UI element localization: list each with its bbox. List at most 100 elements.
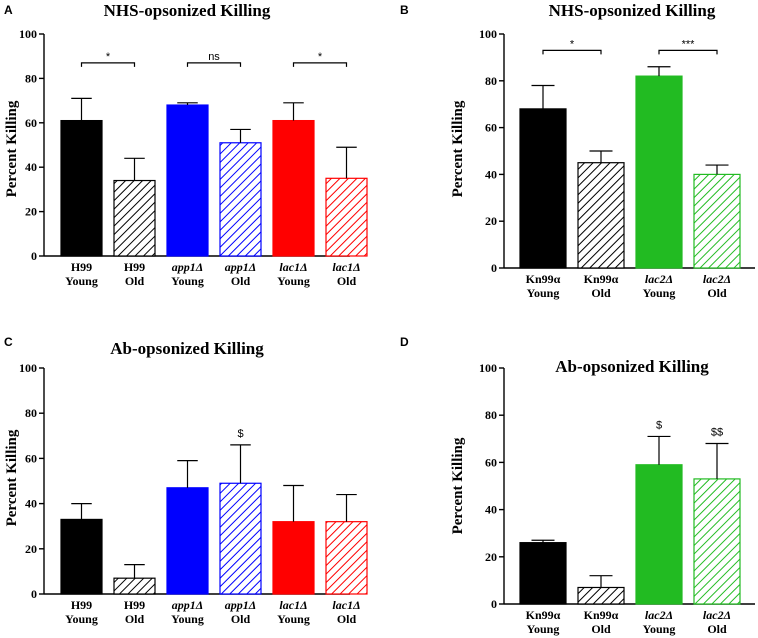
bar-annotation: $$ <box>711 427 723 439</box>
category-label: lac2Δ <box>703 608 731 622</box>
bar <box>635 75 683 269</box>
category-sublabel: Old <box>591 622 611 636</box>
y-tick-label: 40 <box>25 497 37 511</box>
significance-bracket <box>186 62 242 67</box>
panel-d: D Ab-opsonized Killing Percent Killing 0… <box>400 335 755 636</box>
panel-b-plot: 020406080100Kn99αYoungKn99αOldlac2ΔYoung… <box>479 27 755 300</box>
significance-bracket <box>658 49 718 55</box>
category-sublabel: Young <box>65 612 98 626</box>
y-tick-label: 0 <box>31 587 37 601</box>
category-label: lac1Δ <box>279 260 307 274</box>
category-label: app1Δ <box>172 598 204 612</box>
category-sublabel: Young <box>527 286 560 300</box>
panel-c-title: Ab-opsonized Killing <box>110 339 264 358</box>
category-label: H99 <box>71 260 92 274</box>
panel-c-letter: C <box>4 335 13 349</box>
y-tick-label: 80 <box>25 406 37 420</box>
bar <box>219 482 262 595</box>
y-tick-label: 20 <box>485 214 497 228</box>
bar <box>166 487 209 595</box>
y-tick-label: 60 <box>25 451 37 465</box>
y-tick-label: 80 <box>25 71 37 85</box>
bar <box>693 478 741 605</box>
category-label: lac1Δ <box>279 598 307 612</box>
y-tick-label: 60 <box>485 121 497 135</box>
bar-annotation: $ <box>656 419 662 431</box>
panel-b-ylabel: Percent Killing <box>450 100 466 197</box>
y-tick-label: 100 <box>19 361 37 375</box>
bar <box>325 521 368 595</box>
category-sublabel: Old <box>707 286 727 300</box>
significance-label: *** <box>682 38 696 50</box>
category-label: app1Δ <box>225 598 257 612</box>
y-tick-label: 20 <box>485 550 497 564</box>
y-tick-label: 20 <box>25 205 37 219</box>
category-label: H99 <box>124 598 145 612</box>
category-label: lac1Δ <box>332 260 360 274</box>
bar <box>60 119 103 257</box>
panel-d-letter: D <box>400 335 409 349</box>
panel-b-title: NHS-opsonized Killing <box>549 1 716 20</box>
panel-d-title: Ab-opsonized Killing <box>555 357 709 376</box>
category-sublabel: Old <box>337 274 357 288</box>
bar <box>272 119 315 257</box>
significance-label: * <box>570 38 575 50</box>
y-tick-label: 60 <box>485 455 497 469</box>
bar <box>60 518 103 595</box>
category-sublabel: Old <box>125 612 145 626</box>
category-label: lac2Δ <box>703 272 731 286</box>
category-sublabel: Young <box>171 612 204 626</box>
category-sublabel: Old <box>125 274 145 288</box>
y-tick-label: 20 <box>25 542 37 556</box>
category-label: Kn99α <box>584 608 619 622</box>
bar <box>519 108 567 269</box>
bar <box>693 173 741 269</box>
category-sublabel: Young <box>65 274 98 288</box>
bar <box>635 464 683 605</box>
bar <box>577 586 625 605</box>
category-sublabel: Old <box>707 622 727 636</box>
y-tick-label: 0 <box>31 249 37 263</box>
bar <box>166 104 209 257</box>
category-sublabel: Old <box>591 286 611 300</box>
panel-d-ylabel: Percent Killing <box>450 437 466 534</box>
y-tick-label: 0 <box>491 597 497 611</box>
category-label: lac2Δ <box>645 608 673 622</box>
bar <box>577 162 625 269</box>
significance-label: ns <box>208 51 220 63</box>
category-label: H99 <box>124 260 145 274</box>
y-tick-label: 80 <box>485 74 497 88</box>
category-label: Kn99α <box>526 272 561 286</box>
category-sublabel: Young <box>277 274 310 288</box>
y-tick-label: 40 <box>485 503 497 517</box>
panel-c-ylabel: Percent Killing <box>4 429 20 526</box>
bar <box>113 179 156 257</box>
panel-a: A NHS-opsonized Killing Percent Killing … <box>4 1 368 288</box>
category-sublabel: Old <box>231 612 251 626</box>
bar <box>325 177 368 257</box>
panel-b-letter: B <box>400 3 409 17</box>
bar <box>113 577 156 595</box>
category-sublabel: Young <box>643 286 676 300</box>
y-tick-label: 100 <box>479 27 497 41</box>
y-tick-label: 40 <box>485 167 497 181</box>
category-label: lac1Δ <box>332 598 360 612</box>
panel-c: C Ab-opsonized Killing Percent Killing 0… <box>4 335 368 626</box>
y-tick-label: 0 <box>491 261 497 275</box>
panel-d-plot: 020406080100Kn99αYoungKn99αOldlac2ΔYoung… <box>479 361 755 636</box>
panel-b: B NHS-opsonized Killing Percent Killing … <box>400 1 755 300</box>
y-tick-label: 60 <box>25 116 37 130</box>
significance-label: * <box>318 51 323 63</box>
y-tick-label: 80 <box>485 408 497 422</box>
category-sublabel: Old <box>337 612 357 626</box>
y-tick-label: 100 <box>479 361 497 375</box>
panel-a-plot: 020406080100H99YoungH99Oldapp1ΔYoungapp1… <box>19 27 368 288</box>
panel-c-plot: 020406080100H99YoungH99Oldapp1ΔYoungapp1… <box>19 361 368 626</box>
significance-bracket <box>80 62 136 67</box>
category-label: app1Δ <box>225 260 257 274</box>
category-label: lac2Δ <box>645 272 673 286</box>
significance-label: * <box>106 51 111 63</box>
category-label: Kn99α <box>584 272 619 286</box>
category-sublabel: Young <box>171 274 204 288</box>
